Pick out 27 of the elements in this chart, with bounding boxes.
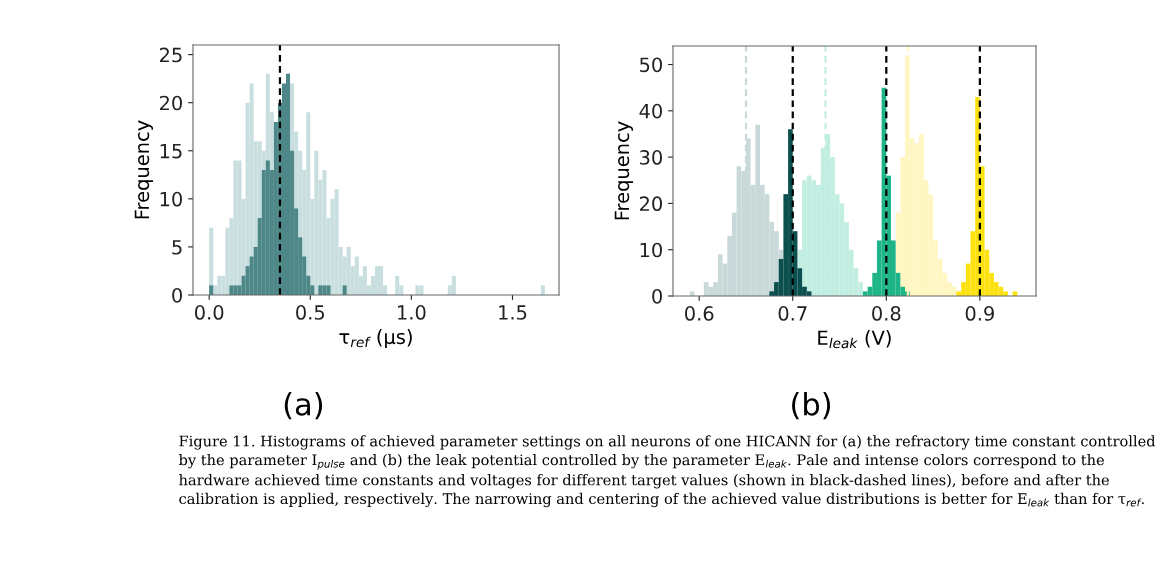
x-tick-label: 0.7 [778,306,807,321]
y-tick-label: 40 [639,103,662,119]
x-tick-label: 0.6 [685,306,714,321]
y-axis-title: Frequency [614,121,633,220]
x-tick-label: 0.5 [296,305,325,320]
text: (a) [284,392,323,420]
y-tick-label: 20 [159,95,182,111]
y-tick-label: 0 [172,287,182,303]
x-axis-title: E$_{leak}$ (V) [818,330,891,349]
x-tick-label: 0.9 [965,306,994,321]
y-tick-label: 5 [172,240,182,255]
x-tick-label: 1.0 [398,305,426,320]
text: (b) [792,392,831,420]
y-tick-label: 50 [640,57,662,73]
y-tick-label: 25 [159,47,182,63]
y-tick-label: 20 [639,196,662,212]
y-tick-label: 10 [640,242,662,258]
y-tick-label: 15 [160,143,182,159]
text: Figure 11. Histograms of achieved parameter settings on all neurons of one HICANN for (a) the refractory time constant controlled by the parameter I$_{pulse}$ and (b) the leak potential controlled by the parameter E$_{leak}$. Pale and intense colors correspond to the hardware achieved time constants and voltages for different target values (shown in black-dashed lines), before and after the calibration is applied, respectively. The narrowing and centering of the achieved value distributions is better for E$_{leak}$ than for τ$_{ref}$. [178,435,1156,508]
y-tick-label: 0 [652,288,662,304]
y-tick-label: 10 [160,191,182,207]
x-axis-title: τ$_{ref}$ (μs) [339,329,412,348]
y-tick-label: 30 [640,150,662,165]
x-tick-label: 0.0 [195,305,224,320]
x-tick-label: 0.8 [872,306,901,321]
y-axis-title: Frequency [134,120,153,219]
x-tick-label: 1.5 [499,305,527,320]
